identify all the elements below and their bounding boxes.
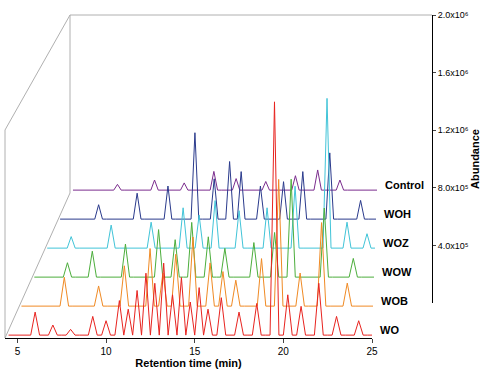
svg-text:15: 15 [189,346,201,357]
svg-text:2.0x10⁶: 2.0x10⁶ [438,10,469,20]
svg-text:25: 25 [366,346,378,357]
svg-text:WOB: WOB [381,295,408,307]
svg-text:4.0x10⁵: 4.0x10⁵ [438,241,469,251]
svg-text:1.6x10⁶: 1.6x10⁶ [438,68,469,78]
svg-text:10: 10 [100,346,112,357]
svg-text:WO: WO [380,324,399,336]
svg-text:Control: Control [385,179,424,191]
svg-text:WOH: WOH [384,208,411,220]
svg-text:8.0x10⁵: 8.0x10⁵ [438,183,469,193]
svg-text:WOZ: WOZ [383,237,409,249]
svg-text:Abundance: Abundance [469,129,481,189]
svg-text:20: 20 [278,346,290,357]
svg-text:5: 5 [15,346,21,357]
svg-text:WOW: WOW [382,266,412,278]
svg-text:1.2x10⁶: 1.2x10⁶ [438,125,469,135]
svg-text:Retention time (min): Retention time (min) [135,357,242,369]
